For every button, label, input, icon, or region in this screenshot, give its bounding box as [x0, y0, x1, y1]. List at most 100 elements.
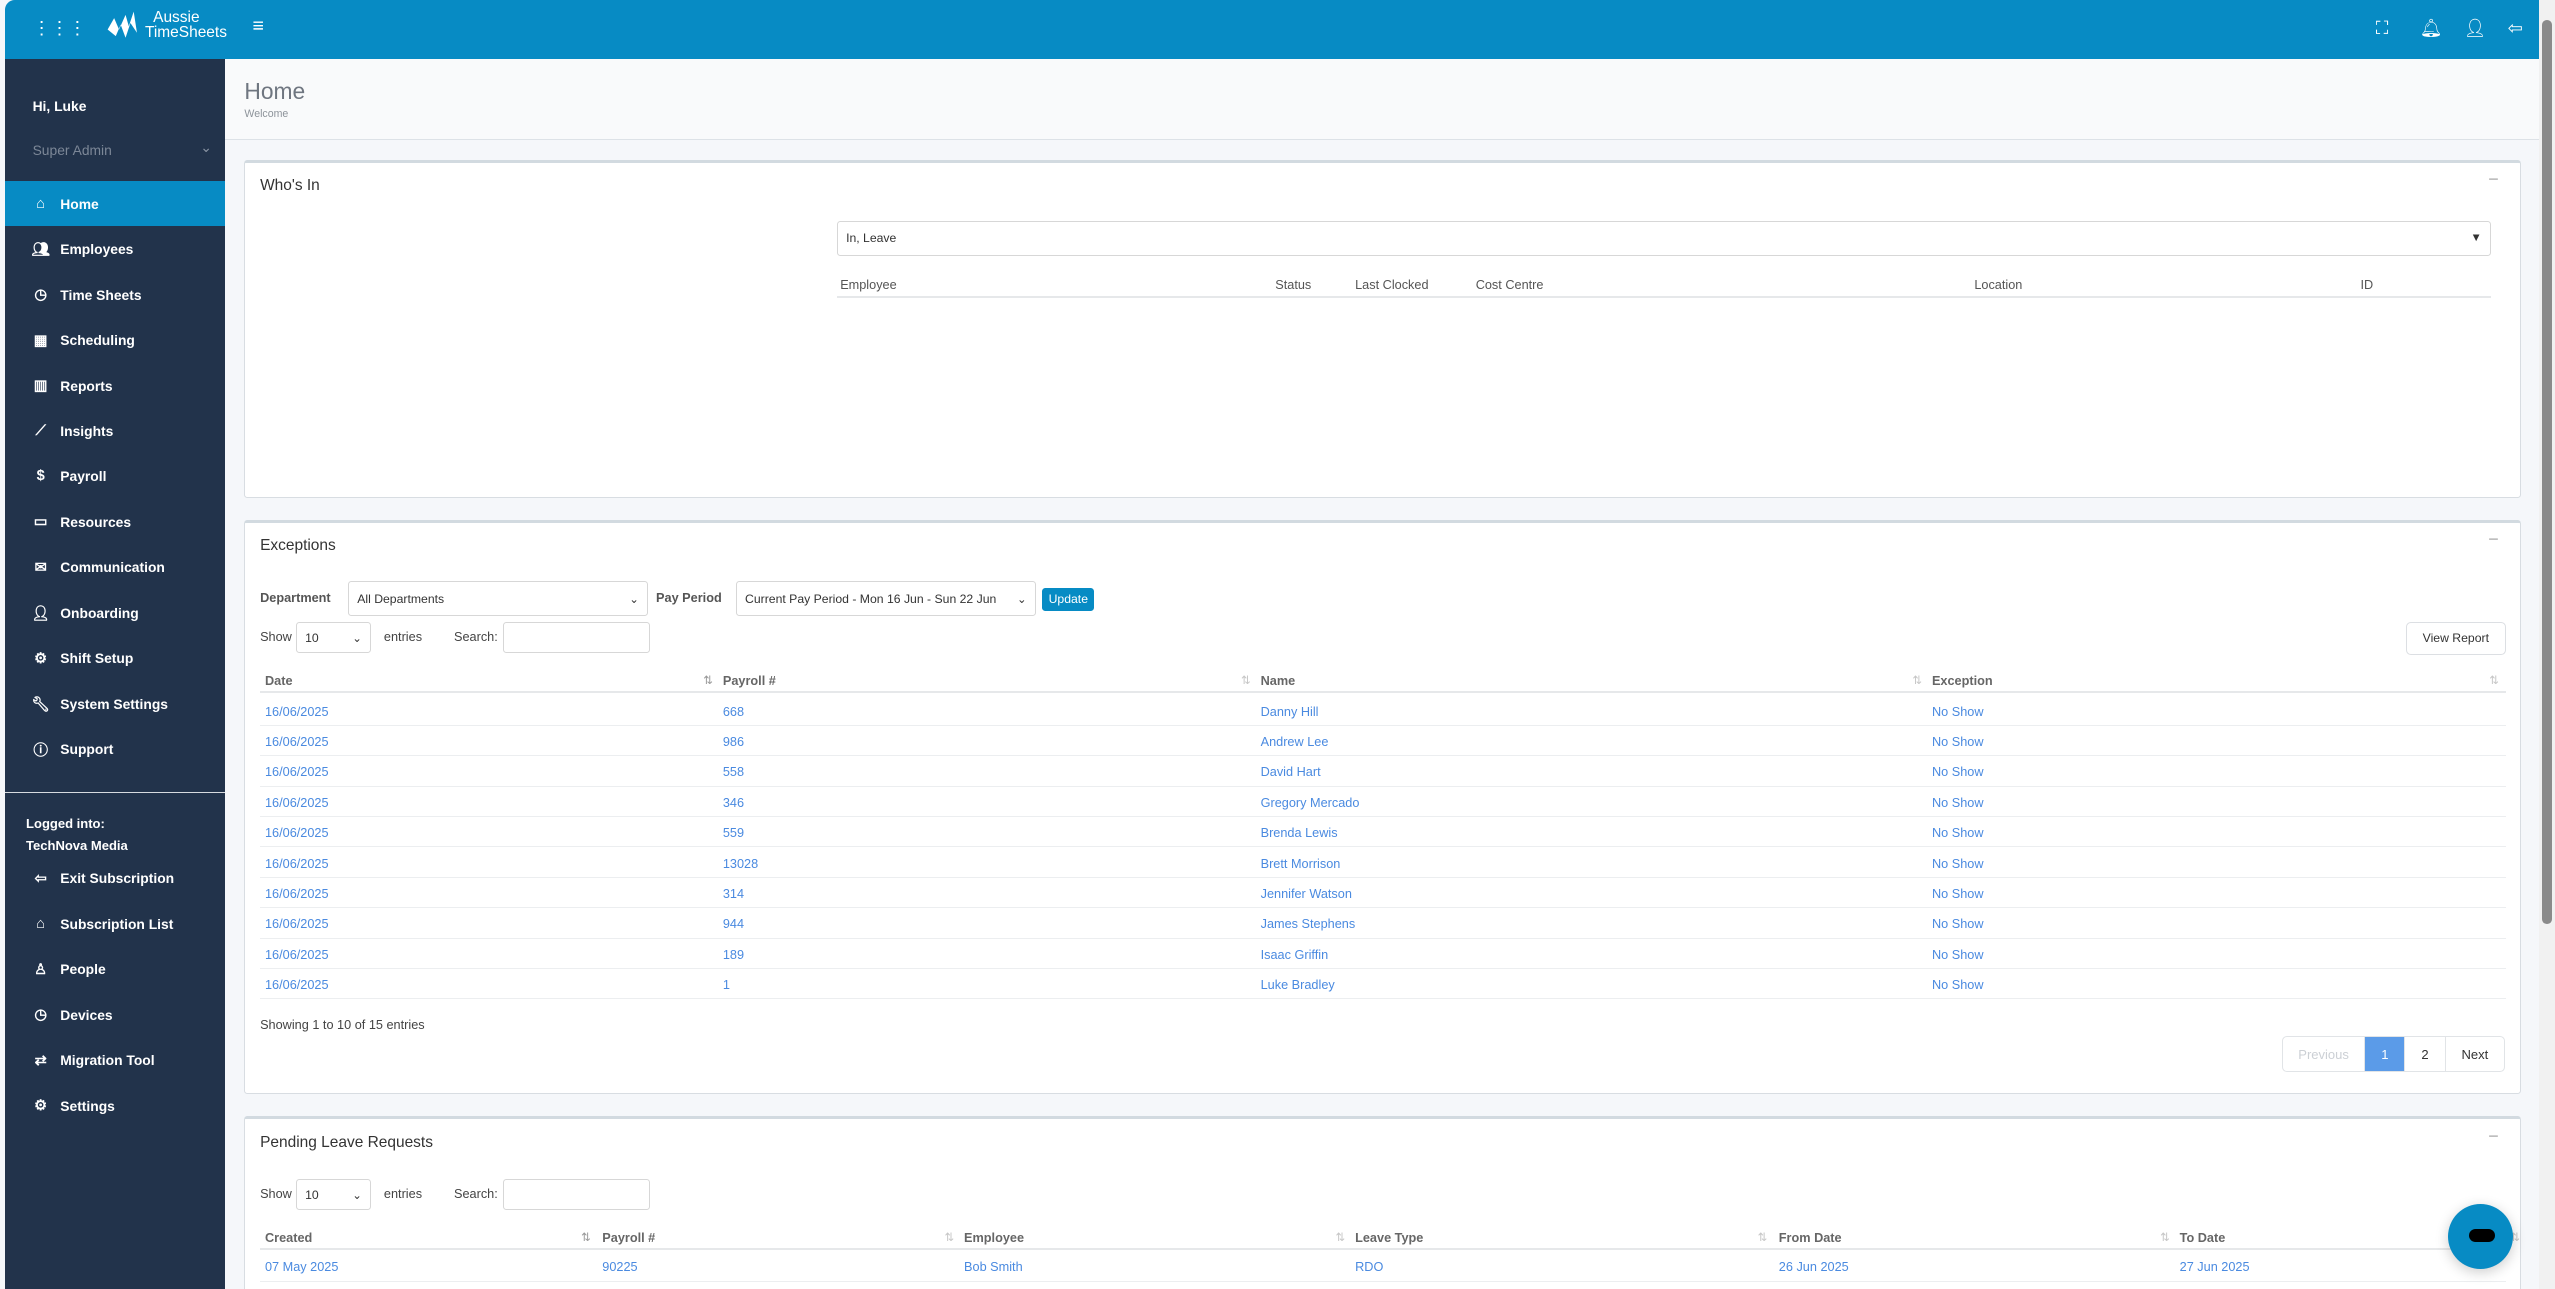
table-cell[interactable]: Brenda Lewis — [1260, 825, 1338, 841]
table-cell[interactable]: 16/06/2025 — [264, 703, 329, 719]
sort-icon[interactable]: ⇅ — [1241, 674, 1251, 687]
table-cell[interactable]: 16/06/2025 — [264, 886, 329, 901]
page-2-button[interactable]: 2 — [2405, 1037, 2446, 1072]
sidebar-item-home[interactable]: ⌂ Home — [4, 180, 225, 227]
column-header[interactable]: Location — [1974, 276, 2023, 292]
sidebar-item-devices[interactable]: ◷ Devices — [5, 992, 225, 1038]
table-cell[interactable]: 16/06/2025 — [264, 734, 329, 750]
column-header[interactable]: Leave Type — [1355, 1230, 1424, 1245]
column-header[interactable]: Created — [264, 1230, 313, 1245]
table-cell[interactable]: Gregory Mercado — [1260, 794, 1360, 810]
sidebar-item-scheduling[interactable]: ▦ Scheduling — [5, 317, 225, 363]
table-cell[interactable]: No Show — [1931, 886, 1984, 901]
table-cell[interactable]: 26 Jun 2025 — [1778, 1259, 1849, 1275]
pay-period-select[interactable]: Current Pay Period - Mon 16 Jun - Sun 22… — [735, 581, 1036, 616]
table-cell[interactable]: Danny Hill — [1260, 703, 1319, 719]
search-input[interactable] — [502, 1179, 650, 1211]
sort-icon[interactable]: ⇅ — [2489, 674, 2499, 687]
collapse-icon[interactable]: − — [2488, 1125, 2499, 1146]
table-cell[interactable]: No Show — [1931, 855, 1984, 871]
table-cell[interactable]: Jennifer Watson — [1260, 886, 1352, 901]
page-1-button[interactable]: 1 — [2365, 1037, 2406, 1072]
table-cell[interactable]: 16/06/2025 — [264, 916, 329, 932]
menu-icon[interactable]: ≡ — [252, 14, 264, 37]
column-header[interactable]: Payroll # — [722, 672, 776, 688]
table-cell[interactable]: 16/06/2025 — [264, 764, 329, 780]
table-cell[interactable]: David Hart — [1260, 764, 1321, 780]
table-cell[interactable]: No Show — [1931, 734, 1984, 750]
sidebar-item-exit-subscription[interactable]: ⇦ Exit Subscription — [5, 855, 225, 901]
chat-button[interactable] — [2447, 1204, 2513, 1270]
table-cell[interactable]: No Show — [1931, 794, 1984, 810]
column-header[interactable]: Cost Centre — [1475, 276, 1544, 292]
table-cell[interactable]: 559 — [722, 825, 745, 841]
table-cell[interactable]: Brett Morrison — [1260, 855, 1341, 871]
sidebar-item-people[interactable]: ♙ People — [5, 946, 225, 992]
table-cell[interactable]: 27 Jun 2025 — [2179, 1259, 2250, 1275]
table-cell[interactable]: James Stephens — [1260, 916, 1356, 932]
sidebar-item-insights[interactable]: ⟋ Insights — [5, 408, 225, 454]
sidebar-item-support[interactable]: ⓘ Support — [5, 726, 225, 772]
table-cell[interactable]: 986 — [722, 734, 745, 750]
column-header[interactable]: Status — [1275, 276, 1312, 292]
table-cell[interactable]: 189 — [722, 946, 745, 962]
logout-icon[interactable]: ⇦ — [2507, 17, 2523, 38]
table-cell[interactable]: No Show — [1931, 977, 1984, 993]
table-cell[interactable]: 16/06/2025 — [264, 855, 329, 871]
sidebar-item-settings[interactable]: ⚙ Settings — [5, 1083, 225, 1129]
table-cell[interactable]: 668 — [722, 703, 745, 719]
column-header[interactable]: Employee — [840, 276, 897, 292]
sort-desc-icon[interactable]: ⇅ — [581, 1232, 591, 1244]
collapse-icon[interactable]: − — [2488, 529, 2499, 550]
entries-select[interactable]: 10 ⌄ — [295, 1179, 371, 1211]
table-cell[interactable]: 16/06/2025 — [264, 825, 329, 841]
column-header[interactable]: Name — [1260, 672, 1296, 688]
search-input[interactable] — [502, 622, 650, 654]
table-cell[interactable]: No Show — [1931, 946, 1984, 962]
sidebar-item-payroll[interactable]: $ Payroll — [5, 454, 225, 500]
role-dropdown[interactable]: Super Admin ⌄ — [33, 139, 212, 158]
sidebar-item-migration-tool[interactable]: ⇄ Migration Tool — [5, 1037, 225, 1083]
sort-icon[interactable]: ⇅ — [1335, 1232, 1346, 1244]
sort-desc-icon[interactable]: ⇅ — [703, 674, 713, 687]
update-button[interactable]: Update — [1042, 587, 1095, 611]
sidebar-item-subscription-list[interactable]: ⌂ Subscription List — [5, 901, 225, 947]
department-select[interactable]: All Departments ⌄ — [348, 581, 648, 616]
table-cell[interactable]: 944 — [722, 916, 745, 932]
table-cell[interactable]: 314 — [722, 886, 745, 901]
logo[interactable]: Aussie TimeSheets — [106, 10, 227, 43]
table-cell[interactable]: 16/06/2025 — [264, 977, 329, 993]
sidebar-item-employees[interactable]: 👥︎ Employees — [5, 226, 225, 272]
status-filter-select[interactable]: In, Leave ▼ — [836, 221, 2491, 256]
table-cell[interactable]: 16/06/2025 — [264, 794, 329, 810]
sort-icon[interactable]: ⇅ — [1912, 674, 1922, 687]
previous-button[interactable]: Previous — [2283, 1037, 2366, 1072]
sidebar-item-onboarding[interactable]: 👤︎ Onboarding — [5, 590, 225, 636]
table-cell[interactable]: RDO — [1355, 1259, 1384, 1275]
column-header[interactable]: Exception — [1931, 672, 1993, 688]
sidebar-item-time-sheets[interactable]: ◷ Time Sheets — [5, 272, 225, 318]
entries-select[interactable]: 10 ⌄ — [295, 622, 371, 654]
next-button[interactable]: Next — [2461, 1046, 2489, 1062]
table-cell[interactable]: 90225 — [602, 1259, 638, 1275]
column-header[interactable]: From Date — [1778, 1230, 1842, 1245]
table-cell[interactable]: 13028 — [722, 855, 759, 871]
table-cell[interactable]: 558 — [722, 764, 745, 780]
sidebar-item-resources[interactable]: ▭ Resources — [5, 499, 225, 545]
scrollbar[interactable] — [2538, 0, 2555, 1289]
sidebar-item-shift-setup[interactable]: ⚙ Shift Setup — [5, 635, 225, 681]
column-header[interactable]: Last Clocked — [1355, 276, 1429, 292]
table-cell[interactable]: Isaac Griffin — [1260, 946, 1329, 962]
column-header[interactable]: To Date — [2179, 1230, 2226, 1245]
table-cell[interactable]: 16/06/2025 — [264, 946, 329, 962]
table-cell[interactable]: 07 May 2025 — [264, 1259, 339, 1275]
bell-icon[interactable]: 🔔︎ — [2419, 17, 2443, 38]
table-cell[interactable]: Bob Smith — [964, 1259, 1023, 1275]
column-header[interactable]: Employee — [964, 1230, 1025, 1245]
table-cell[interactable]: 346 — [722, 794, 745, 810]
view-report-button[interactable]: View Report — [2406, 622, 2506, 655]
sidebar-item-reports[interactable]: ▥ Reports — [5, 363, 225, 409]
scrollbar-thumb[interactable] — [2542, 19, 2552, 924]
column-header[interactable]: Payroll # — [602, 1230, 656, 1245]
table-cell[interactable]: Andrew Lee — [1260, 734, 1329, 750]
